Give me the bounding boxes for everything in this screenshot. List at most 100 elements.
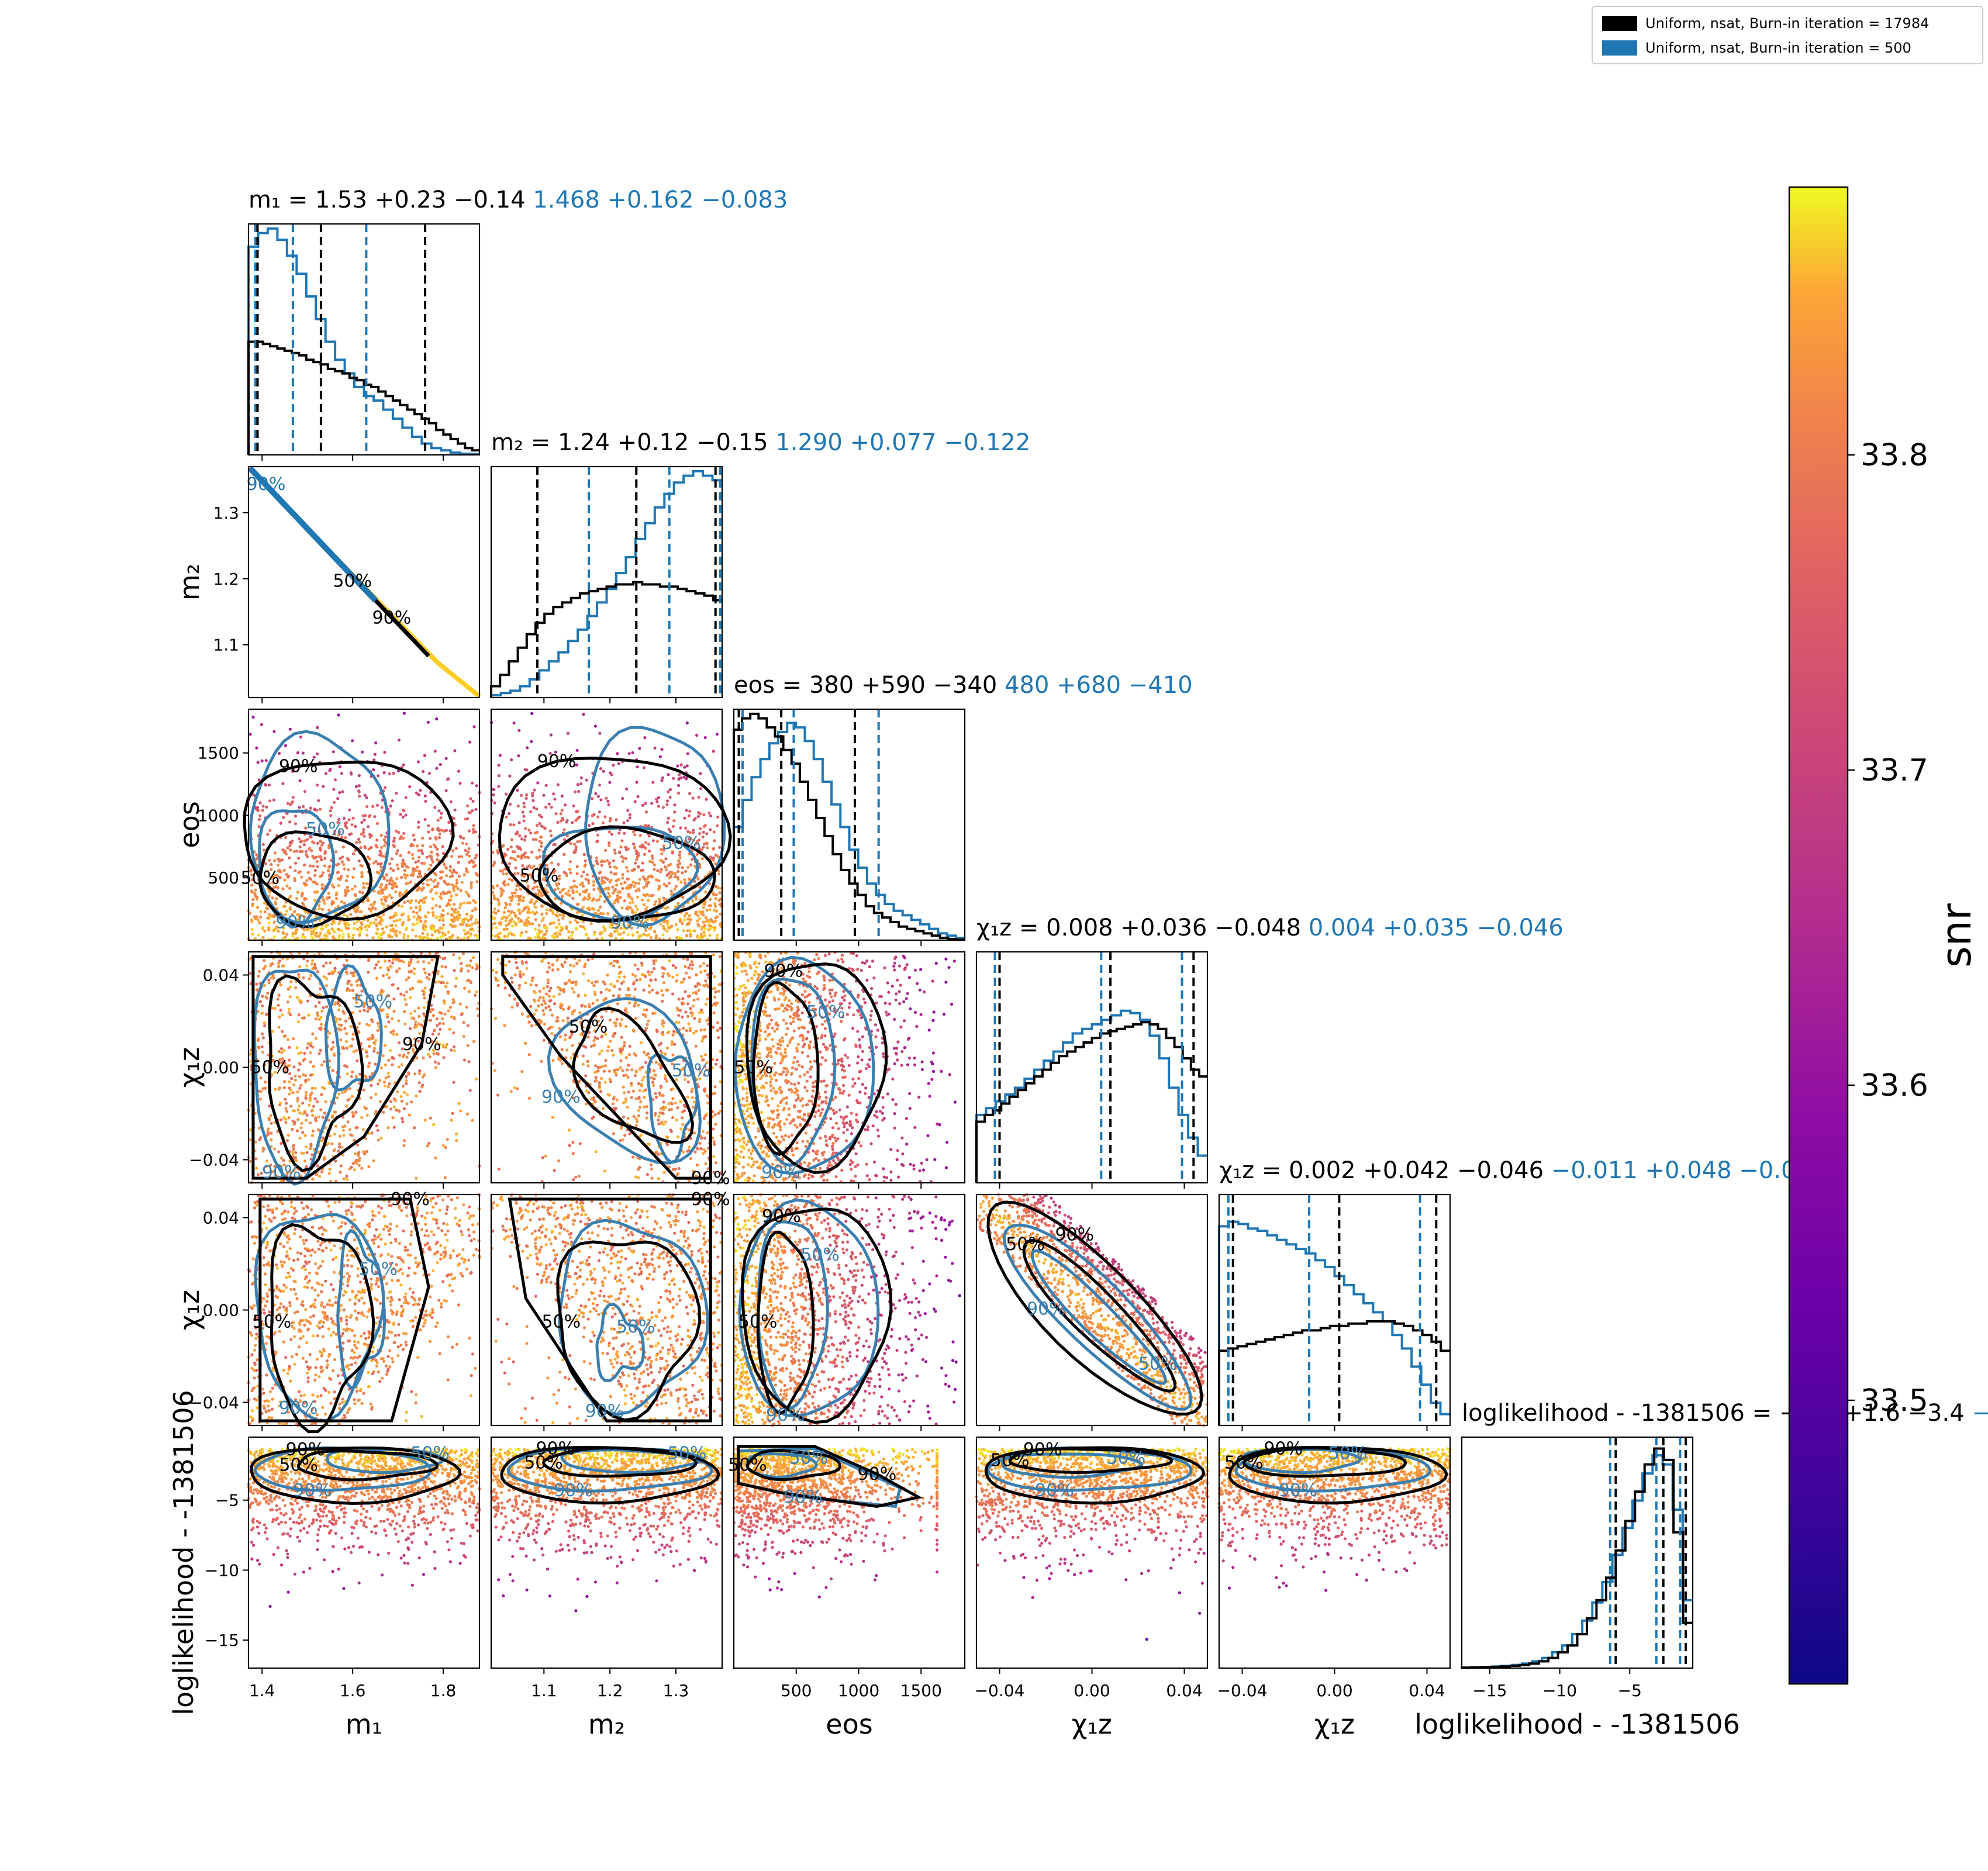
scatter-point [677,1135,680,1138]
scatter-point [453,1016,456,1019]
scatter-point [626,847,630,851]
scatter-point [505,923,509,927]
scatter-point [608,862,611,865]
scatter-point [607,892,610,895]
scatter-point [363,793,367,797]
scatter-point [555,958,559,962]
scatter-point [397,1041,401,1045]
scatter-point [424,971,427,975]
scatter-point [689,1007,692,1010]
scatter-point [588,1005,591,1009]
scatter-point [396,958,401,961]
scatter-point [520,837,524,841]
scatter-point [715,853,718,857]
scatter-point [397,831,401,834]
scatter-point [568,868,572,871]
scatter-point [377,960,381,964]
scatter-point [615,818,618,821]
scatter-point [662,1021,666,1024]
scatter-point [446,1137,449,1141]
scatter-point [261,995,264,998]
scatter-point [374,859,378,863]
scatter-point [718,845,722,849]
scatter-point [397,1065,401,1069]
scatter-point [661,1033,665,1037]
scatter-point [581,890,585,893]
scatter-point [696,877,700,881]
scatter-point [349,771,353,775]
scatter-point [533,902,536,906]
scatter-point [422,862,426,865]
scatter-point [545,912,548,916]
scatter-point [361,891,364,895]
scatter-point [428,854,432,858]
scatter-point [567,889,571,893]
scatter-point [390,1017,394,1020]
scatter-point [288,1086,291,1090]
scatter-point [340,900,343,903]
scatter-point [295,1046,299,1050]
scatter-point [255,982,258,986]
scatter-point [404,796,408,799]
scatter-point [658,886,661,890]
scatter-point [438,905,442,909]
scatter-point [291,800,294,804]
scatter-point [716,915,719,919]
scatter-point [427,824,430,827]
scatter-point [638,834,642,837]
scatter-point [266,907,270,910]
scatter-point [448,1006,452,1009]
scatter-point [612,1132,616,1135]
scatter-point [525,793,529,797]
scatter-point [261,1004,264,1008]
scatter-point [526,746,529,750]
contour-blue-90 [247,465,378,603]
scatter-point [677,902,680,905]
scatter-point [379,865,383,869]
scatter-point [445,1042,448,1046]
scatter-point [669,862,672,866]
scatter-point [650,802,654,805]
scatter-point [674,885,678,888]
scatter-point [512,933,516,937]
scatter-point [565,1048,569,1052]
scatter-point [522,814,526,818]
scatter-point [640,898,644,902]
scatter-point [468,811,472,814]
scatter-point [647,984,651,988]
scatter-point [471,809,474,813]
scatter-point [499,921,502,924]
scatter-point [677,869,680,873]
scatter-point [453,808,457,812]
scatter-point [287,1116,291,1120]
scatter-point [254,1157,258,1161]
scatter-point [611,885,615,889]
scatter-point [586,937,590,940]
scatter-point [432,1014,436,1017]
scatter-point [702,920,706,924]
scatter-point [391,1056,394,1059]
scatter-point [536,933,539,936]
scatter-point [541,1156,545,1159]
scatter-point [604,1059,608,1062]
scatter-point [619,1066,622,1069]
scatter-point [493,976,498,980]
scatter-point [295,850,299,853]
scatter-point [279,1047,283,1051]
scatter-point [606,799,610,803]
scatter-point [595,857,599,860]
scatter-point [584,878,588,881]
scatter-point [458,913,461,917]
scatter-point [550,805,553,809]
scatter-point [687,814,691,817]
scatter-point [446,778,449,781]
scatter-point [263,983,266,987]
scatter-point [685,934,689,937]
scatter-point [374,741,378,745]
scatter-point [413,967,416,971]
scatter-point [615,1017,619,1021]
scatter-point [254,894,257,897]
scatter-point [575,872,579,875]
scatter-point [298,999,301,1002]
scatter-point [592,907,596,911]
